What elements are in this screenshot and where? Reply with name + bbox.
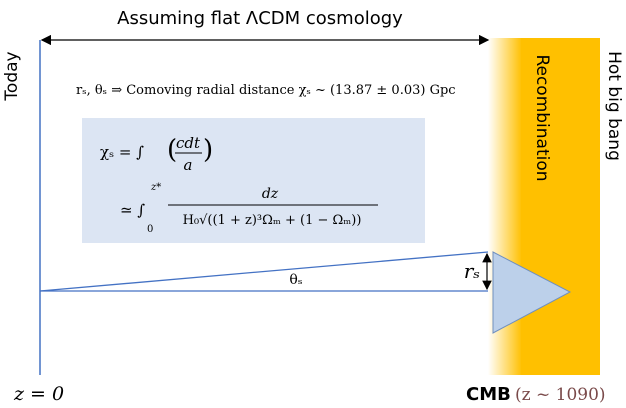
paren-close: ) — [203, 135, 213, 165]
band — [521, 38, 600, 375]
band-label: Recombination — [532, 54, 552, 181]
formula-line1-den: a — [184, 156, 193, 174]
statement: rₛ, θₛ ⇒ Comoving radial distance χₛ ~ (… — [76, 83, 456, 98]
right-label: Hot big bang — [604, 51, 624, 161]
formula-line2-den: H₀√((1 + z)³Ωₘ + (1 − Ωₘ)) — [183, 213, 362, 228]
cmb-z: (z ~ 1090) — [515, 385, 606, 405]
cmb-label: CMB — [466, 384, 511, 405]
title: Assuming flat ΛCDM cosmology — [117, 8, 403, 29]
formula-line1-lhs: χₛ = ∫ — [100, 143, 144, 161]
formula-box — [82, 118, 425, 243]
formula-line2-num: dz — [262, 186, 279, 202]
formula-line2-lower: 0 — [147, 224, 153, 235]
source-triangle — [492, 251, 572, 334]
today-label: Today — [2, 51, 22, 101]
formula-line1-num: cdt — [176, 134, 201, 152]
formula-line2-upper: z* — [150, 182, 161, 193]
formula-line2-lhs: ≃ ∫ — [120, 201, 145, 219]
size-label: rₛ — [464, 259, 480, 283]
angle-label: θₛ — [289, 272, 302, 288]
today-z: z = 0 — [13, 383, 64, 405]
paren-open: ( — [167, 135, 177, 165]
ray — [39, 251, 489, 292]
